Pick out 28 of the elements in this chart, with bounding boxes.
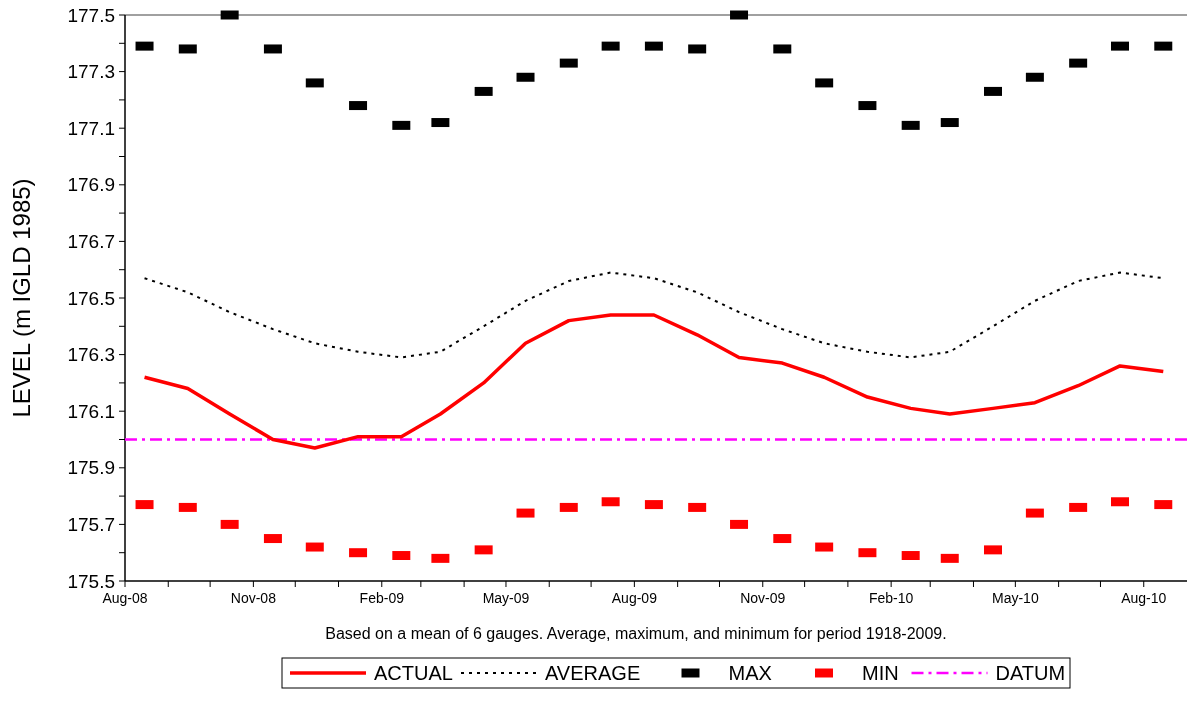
x-tick-label: Feb-09 <box>359 590 405 606</box>
x-tick-label: May-10 <box>992 590 1039 606</box>
legend-label: AVERAGE <box>545 662 641 684</box>
x-tick-label: Nov-08 <box>230 590 277 606</box>
y-tick-label: 176.7 <box>67 231 115 253</box>
y-axis-title: LEVEL (m IGLD 1985) <box>8 178 35 418</box>
x-tick-label: Aug-08 <box>102 590 148 606</box>
legend-label: ACTUAL <box>374 662 453 684</box>
y-tick-label: 175.7 <box>67 514 115 536</box>
y-tick-label: 177.3 <box>67 61 115 83</box>
y-tick-label: 175.9 <box>67 457 115 479</box>
legend-label: MAX <box>728 662 772 684</box>
legend-label: MIN <box>862 662 899 684</box>
y-tick-label: 177.5 <box>67 4 115 26</box>
x-tick-label: Aug-10 <box>1121 590 1167 606</box>
line-series <box>142 313 1166 450</box>
y-tick-label: 176.5 <box>67 287 115 309</box>
legend-label: DATUM <box>995 662 1066 684</box>
x-tick-label: Nov-09 <box>740 590 786 606</box>
x-tick-label: Aug-09 <box>611 590 658 606</box>
y-tick-label: 176.1 <box>67 400 115 422</box>
y-tick-label: 175.5 <box>67 570 115 592</box>
x-tick-label: Feb-10 <box>868 590 914 606</box>
y-tick-label: 177.1 <box>67 117 115 139</box>
y-tick-label: 176.3 <box>67 344 115 366</box>
x-tick-label: May-09 <box>482 590 530 606</box>
text: Based on a mean of 6 gauges. Average, maximum, and minimum for period 1918-2009. <box>325 625 947 642</box>
y-tick-label: 176.9 <box>67 174 115 196</box>
